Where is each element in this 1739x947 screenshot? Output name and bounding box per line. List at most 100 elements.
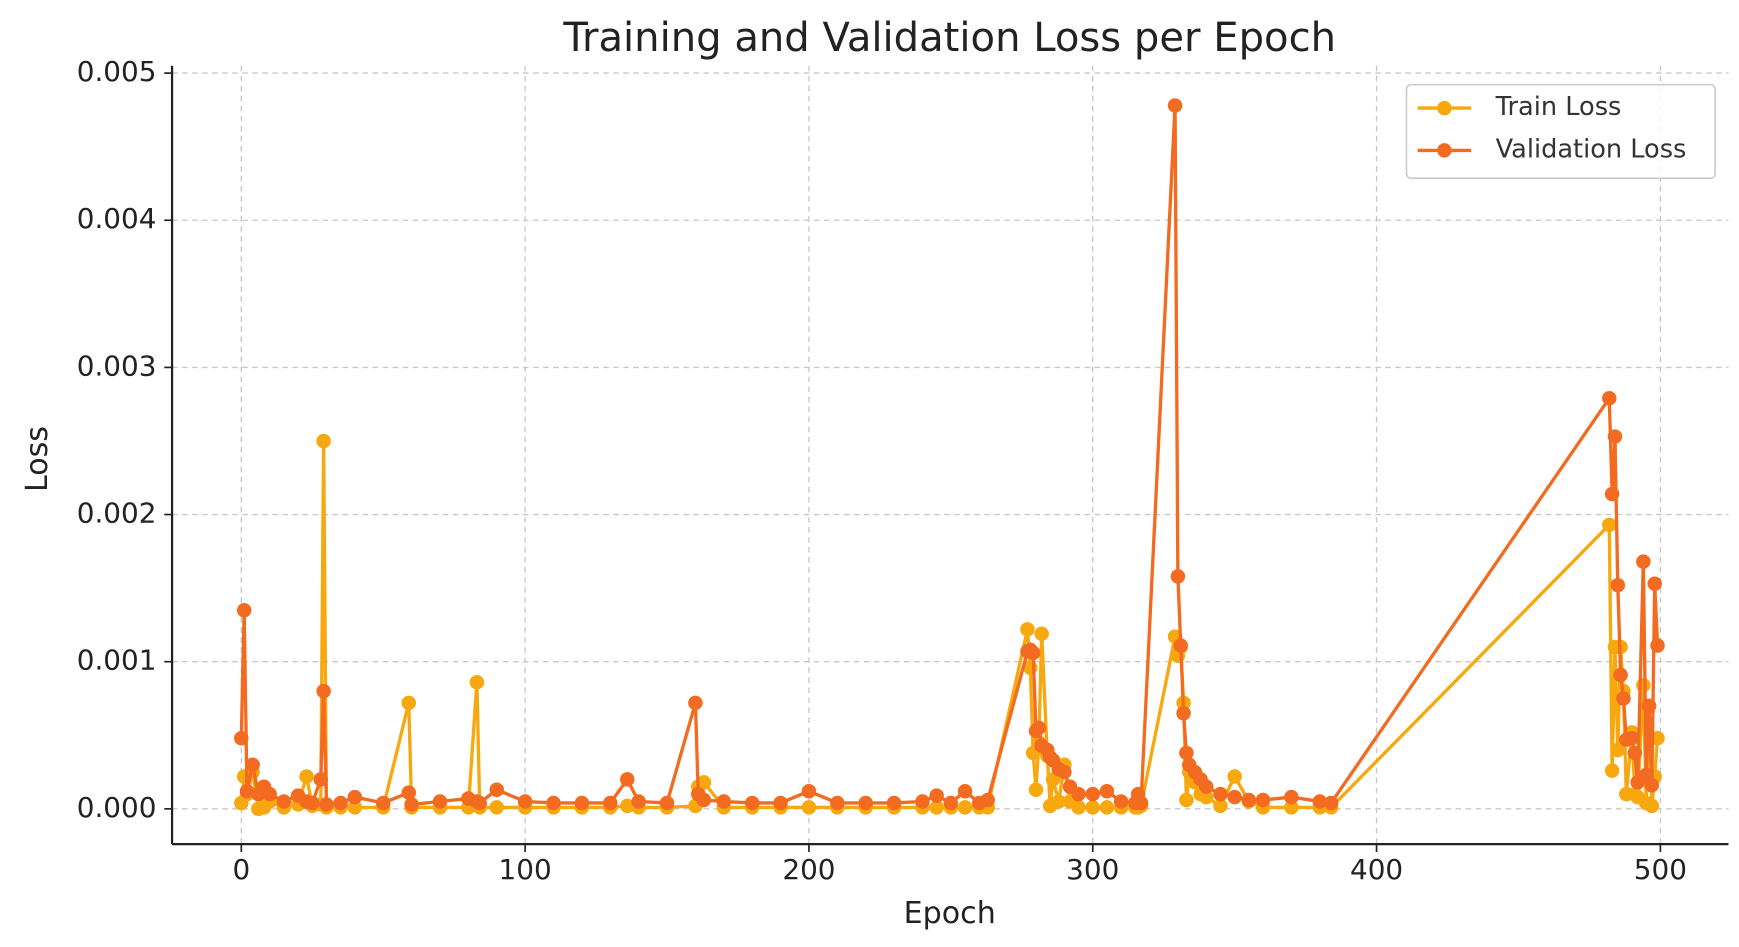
series-line: [239, 439, 1660, 811]
point: [620, 798, 635, 814]
point: [1607, 429, 1623, 444]
point: [1610, 742, 1626, 758]
point: [305, 795, 320, 811]
point: [1610, 577, 1626, 593]
point: [1199, 789, 1214, 805]
legend-label: Validation Loss: [1496, 134, 1687, 164]
point: [1020, 622, 1035, 637]
point: [546, 795, 561, 811]
point: [245, 757, 260, 772]
point: [1099, 800, 1115, 815]
point: [1604, 486, 1620, 502]
point: [1167, 98, 1183, 113]
point: [980, 792, 995, 808]
point: [1085, 786, 1100, 802]
point: [347, 800, 363, 815]
point: [801, 783, 817, 799]
point: [404, 797, 419, 812]
point: [1323, 795, 1339, 811]
y-tick-label: 0.000: [77, 791, 157, 824]
point: [472, 795, 487, 811]
point: [1213, 786, 1228, 802]
point: [1284, 800, 1299, 815]
point: [262, 786, 277, 802]
point: [469, 675, 485, 690]
series-line: [239, 103, 1660, 807]
point: [1644, 778, 1660, 793]
point: [830, 795, 845, 811]
point: [1071, 786, 1086, 802]
x-tick-label: 200: [782, 853, 835, 886]
legend: Train Loss Validation Loss: [1405, 83, 1716, 180]
point: [1636, 554, 1651, 569]
point: [1199, 779, 1214, 795]
y-tick-label: 0.002: [77, 497, 157, 530]
point: [929, 800, 944, 815]
point: [915, 794, 930, 809]
point: [929, 788, 944, 803]
chart-title: Training and Validation Loss per Epoch: [562, 15, 1336, 61]
x-tick-label: 0: [232, 853, 250, 886]
legend-box: [1405, 83, 1716, 180]
point: [1602, 391, 1617, 406]
point: [659, 795, 675, 811]
point: [886, 795, 902, 811]
point: [236, 602, 252, 618]
point: [1602, 517, 1617, 533]
grid: 0.000 0.001 0.002 0.003 0.004 0.005 0 100 200 300…: [77, 55, 1729, 886]
point: [299, 769, 314, 784]
point: [1312, 794, 1328, 809]
point: [333, 795, 348, 811]
point: [1241, 792, 1257, 808]
point: [1071, 800, 1086, 815]
point: [1028, 782, 1044, 797]
point: [688, 695, 703, 711]
point: [1647, 576, 1662, 591]
point: [773, 795, 788, 811]
point: [401, 695, 417, 711]
point: [1025, 645, 1041, 661]
y-tick-label: 0.004: [77, 202, 157, 235]
point: [1227, 769, 1242, 784]
legend-marker: [1437, 143, 1452, 158]
point: [574, 795, 590, 811]
point: [1173, 638, 1188, 653]
point: [316, 433, 331, 449]
point: [1113, 794, 1129, 809]
point: [401, 785, 417, 800]
point: [1057, 764, 1072, 780]
point: [801, 800, 817, 815]
point: [1641, 698, 1657, 714]
point: [347, 789, 363, 805]
plot-area: [234, 98, 1665, 817]
point: [1227, 789, 1242, 805]
point: [1650, 638, 1665, 653]
point: [696, 775, 712, 790]
point: [1255, 792, 1271, 808]
point: [316, 683, 331, 699]
point: [1179, 745, 1194, 761]
point: [1179, 792, 1194, 808]
point: [716, 794, 732, 809]
point: [1627, 745, 1643, 761]
point: [1213, 798, 1228, 814]
point: [1604, 763, 1620, 778]
point: [1624, 730, 1640, 746]
point: [1031, 720, 1047, 736]
point: [696, 792, 712, 808]
point: [319, 797, 334, 812]
point: [1613, 667, 1628, 683]
x-tick-label: 300: [1066, 853, 1119, 886]
y-tick-label: 0.005: [77, 55, 157, 88]
point: [943, 795, 959, 811]
legend-label: Train Loss: [1495, 92, 1622, 122]
point: [1099, 783, 1115, 799]
point: [858, 795, 873, 811]
x-axis-label: Epoch: [904, 896, 996, 931]
y-tick-label: 0.003: [77, 349, 157, 382]
point: [239, 783, 255, 799]
point: [1133, 795, 1149, 811]
point: [957, 800, 973, 815]
point: [620, 772, 635, 787]
